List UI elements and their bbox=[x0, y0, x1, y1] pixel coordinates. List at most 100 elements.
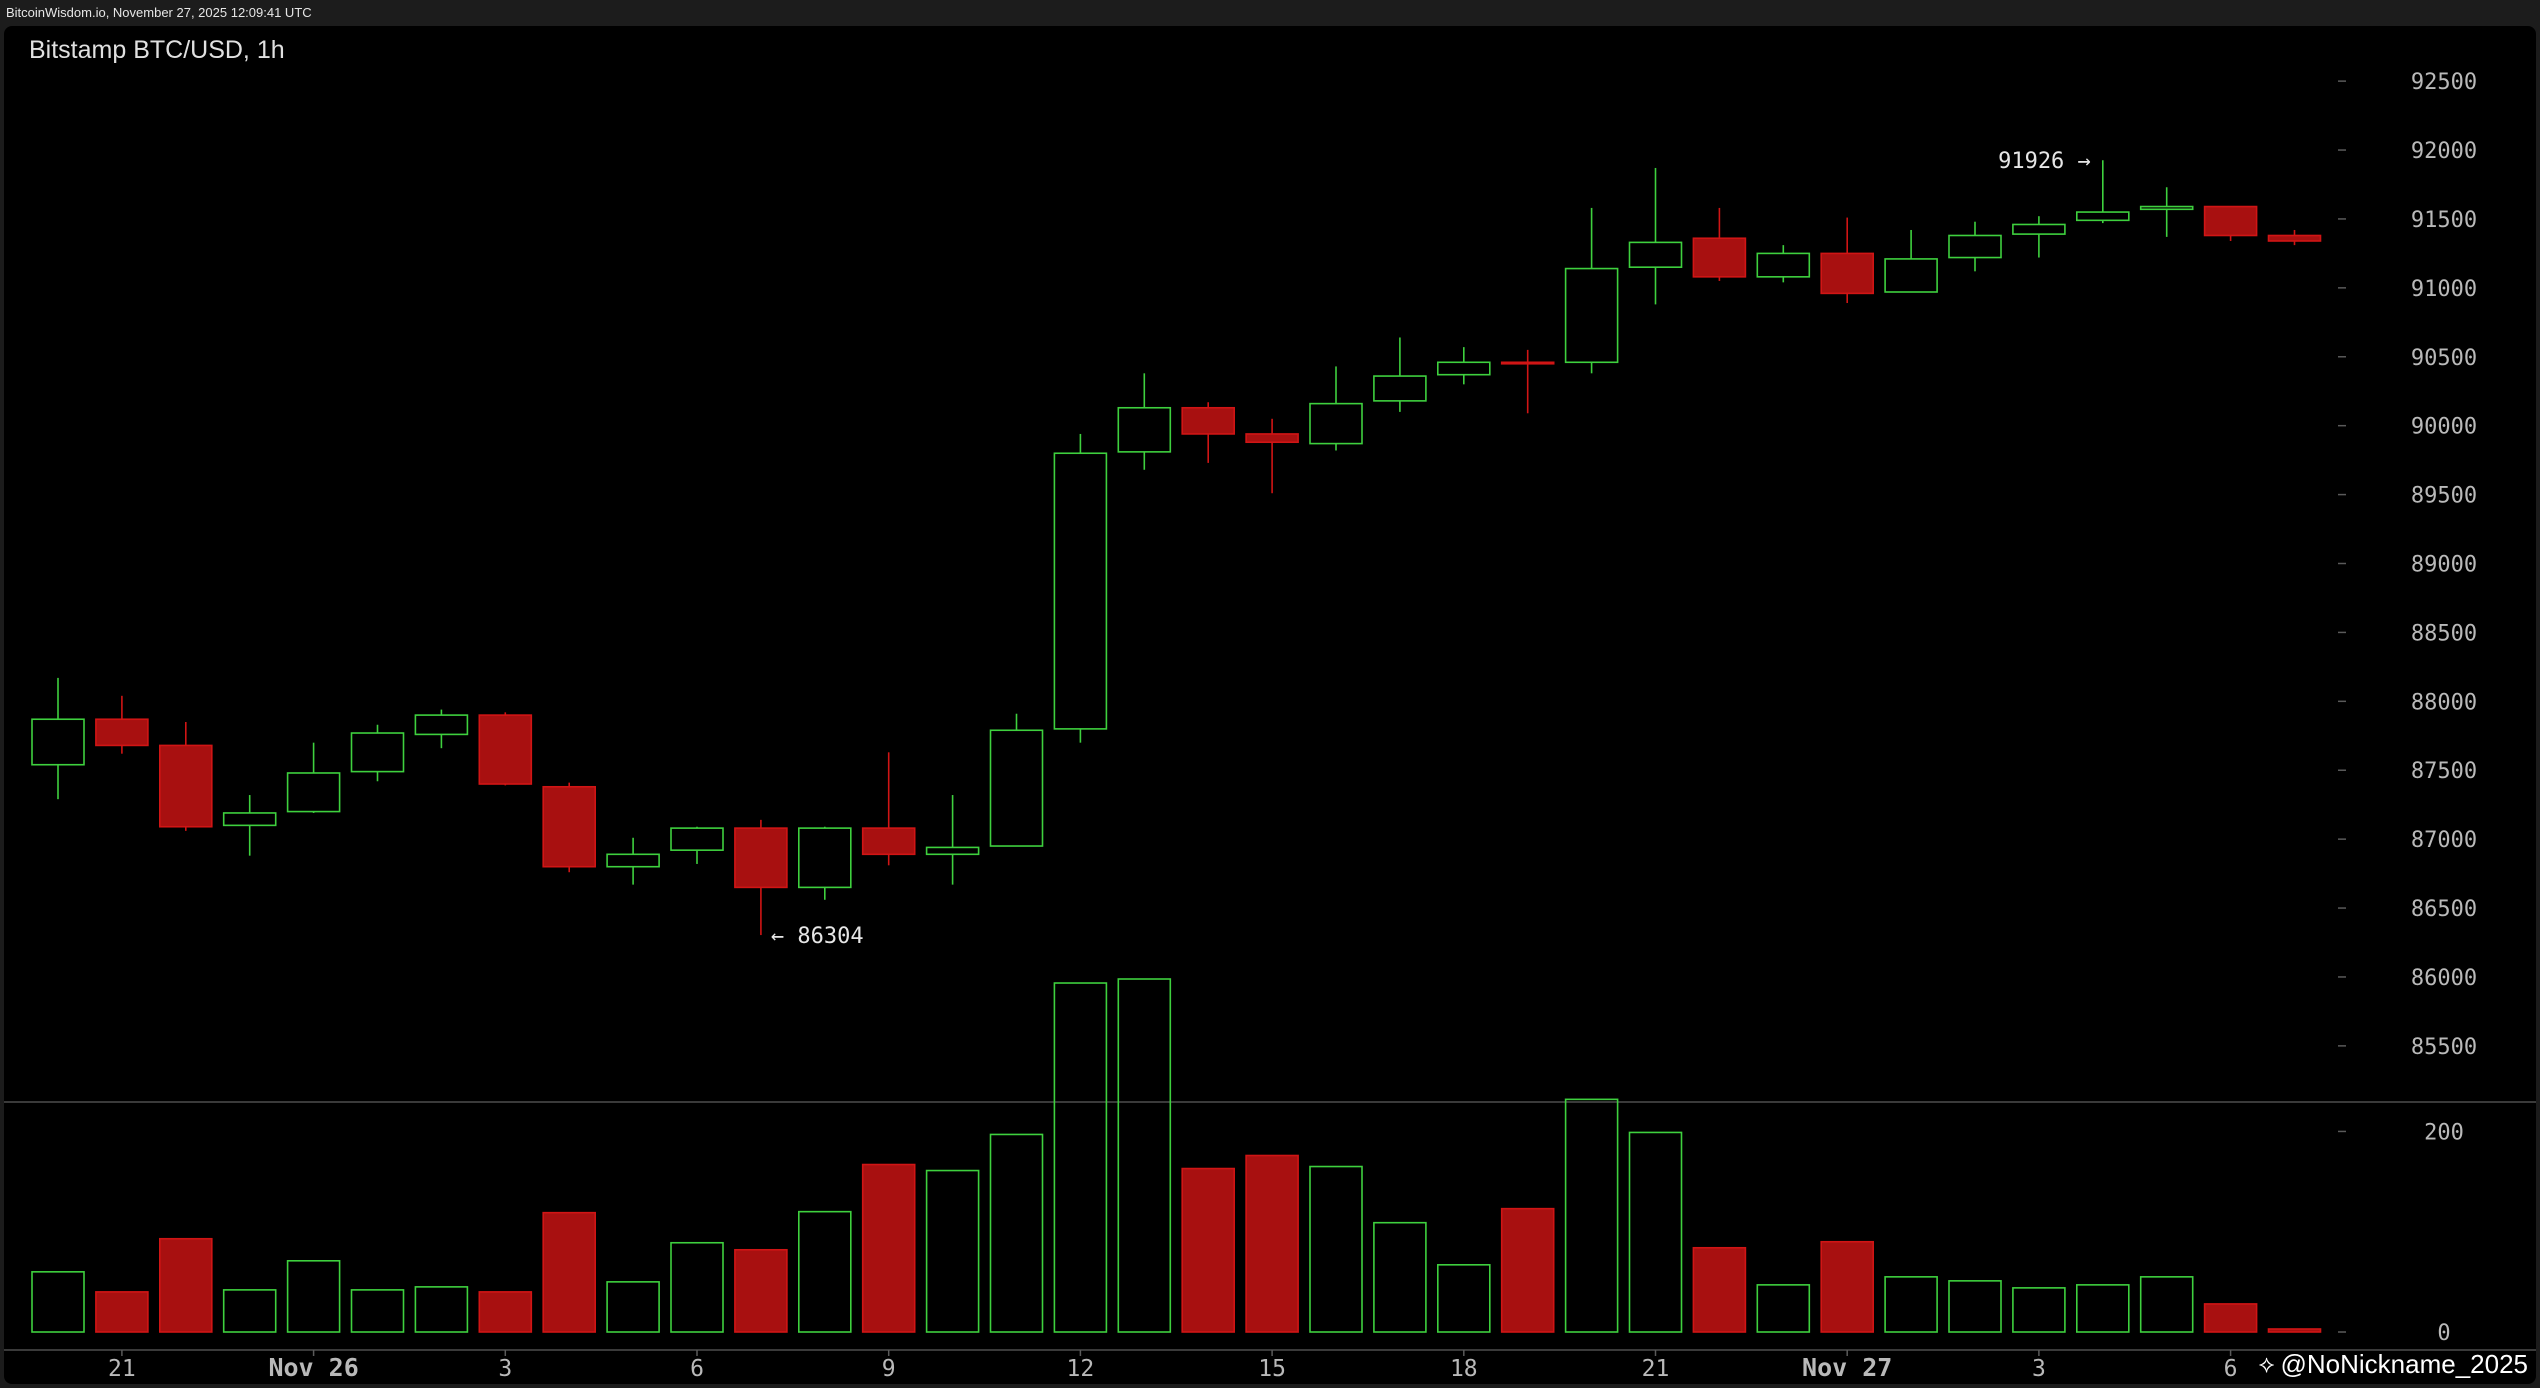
candle[interactable] bbox=[1948, 221, 2002, 272]
time-tick-label: 3 bbox=[498, 1356, 512, 1382]
volume-bar bbox=[1884, 1276, 1938, 1333]
candle[interactable] bbox=[606, 837, 660, 885]
time-tick-label: 21 bbox=[108, 1356, 136, 1382]
price-annotation: ← 86304 bbox=[771, 924, 864, 949]
candle-body bbox=[542, 785, 597, 868]
volume-bar bbox=[2076, 1284, 2130, 1333]
volume-bar bbox=[1117, 978, 1172, 1333]
candle[interactable] bbox=[1628, 167, 1683, 305]
time-axis: 21 Nov 26 3 6 9 12 15 18 21 Nov 27 3 6 bbox=[108, 1350, 2238, 1382]
volume-bar bbox=[1309, 1165, 1363, 1333]
volume-bar bbox=[1500, 1207, 1555, 1333]
volume-bar bbox=[670, 1241, 724, 1333]
candle[interactable] bbox=[31, 677, 85, 800]
candle-body bbox=[1373, 375, 1427, 402]
candle[interactable] bbox=[2267, 229, 2322, 246]
candle[interactable] bbox=[1373, 337, 1427, 412]
volume-bar bbox=[95, 1291, 149, 1333]
candle[interactable] bbox=[1437, 347, 1491, 385]
candle-body bbox=[2203, 205, 2258, 237]
binance-diamond-icon: ⟡ bbox=[2258, 1350, 2275, 1378]
candle[interactable] bbox=[1117, 373, 1172, 470]
watermark: ⟡ @NoNickname_2025 bbox=[2259, 1349, 2528, 1380]
candle[interactable] bbox=[222, 795, 277, 856]
price-tick-label: 88000 bbox=[2411, 690, 2477, 715]
candlestick-chart[interactable]: 85500 86000 86500 87000 87500 88000 88500 89000… bbox=[4, 26, 2536, 1384]
volume-axis: 0 200 bbox=[2338, 1120, 2464, 1346]
time-tick-label: 6 bbox=[690, 1356, 704, 1382]
volume-bar bbox=[542, 1211, 597, 1333]
candle[interactable] bbox=[95, 695, 149, 754]
candle[interactable] bbox=[797, 826, 852, 900]
candle-body bbox=[31, 718, 85, 766]
candle-body bbox=[286, 772, 341, 813]
candle[interactable] bbox=[925, 795, 980, 885]
volume-bar bbox=[734, 1248, 788, 1333]
candle[interactable] bbox=[1756, 245, 1811, 283]
candle[interactable] bbox=[1500, 349, 1555, 414]
volume-bar bbox=[2139, 1276, 2194, 1333]
volume-bar bbox=[1692, 1246, 1747, 1333]
candle-body bbox=[2267, 234, 2322, 242]
candle-body bbox=[1564, 267, 1619, 364]
candle[interactable] bbox=[1053, 433, 1108, 743]
source-header: BitcoinWisdom.io, November 27, 2025 12:0… bbox=[0, 0, 2540, 26]
candle[interactable] bbox=[861, 752, 916, 866]
volume-bar bbox=[925, 1169, 980, 1333]
candle[interactable] bbox=[2203, 205, 2258, 241]
time-tick-label: Nov 26 bbox=[268, 1353, 358, 1382]
candle[interactable] bbox=[414, 709, 469, 749]
volume-bar bbox=[1181, 1167, 1235, 1333]
volume-bar bbox=[286, 1260, 341, 1333]
candle[interactable] bbox=[1181, 402, 1235, 463]
price-tick-label: 88500 bbox=[2411, 621, 2477, 646]
candle-body bbox=[1500, 361, 1555, 365]
volume-bar bbox=[2012, 1287, 2066, 1333]
candle[interactable] bbox=[159, 721, 213, 831]
volume-bar bbox=[222, 1289, 277, 1333]
candle[interactable] bbox=[1245, 418, 1299, 494]
price-annotation: 91926 → bbox=[1998, 149, 2091, 174]
candle[interactable] bbox=[542, 782, 597, 873]
candle-body bbox=[222, 812, 277, 827]
volume-bar bbox=[350, 1289, 405, 1333]
volume-bar bbox=[2267, 1328, 2322, 1333]
candle[interactable] bbox=[1692, 207, 1747, 281]
candle[interactable] bbox=[734, 819, 788, 936]
candle[interactable] bbox=[2076, 160, 2130, 224]
candle[interactable] bbox=[478, 712, 533, 786]
volume-tick-label: 200 bbox=[2424, 1120, 2464, 1145]
candle[interactable] bbox=[989, 713, 1044, 847]
price-tick-label: 85500 bbox=[2411, 1035, 2477, 1060]
candle[interactable] bbox=[350, 724, 405, 782]
candle-body bbox=[1437, 361, 1491, 376]
candle-body bbox=[2076, 211, 2130, 222]
time-tick-label: 6 bbox=[2224, 1356, 2238, 1382]
candle[interactable] bbox=[2012, 216, 2066, 258]
candle-body bbox=[797, 827, 852, 889]
chart-frame: 85500 86000 86500 87000 87500 88000 88500 89000… bbox=[4, 26, 2536, 1384]
price-tick-label: 90000 bbox=[2411, 415, 2477, 440]
price-tick-label: 91500 bbox=[2411, 208, 2477, 233]
volume-bar bbox=[1948, 1280, 2002, 1333]
volume-bar bbox=[1756, 1284, 1811, 1333]
price-tick-label: 92000 bbox=[2411, 139, 2477, 164]
volume-bar bbox=[414, 1286, 469, 1333]
candle-body bbox=[1181, 406, 1235, 435]
candle[interactable] bbox=[1309, 366, 1363, 451]
volume-bars bbox=[31, 978, 2322, 1333]
candle-body bbox=[2139, 205, 2194, 211]
candle[interactable] bbox=[1564, 207, 1619, 374]
candle-body bbox=[1245, 433, 1299, 444]
candle-body bbox=[1309, 402, 1363, 445]
chart-title: Bitstamp BTC/USD, 1h bbox=[29, 36, 285, 64]
candle-body bbox=[95, 718, 149, 747]
candle[interactable] bbox=[286, 742, 341, 813]
candle[interactable] bbox=[1820, 217, 1874, 304]
volume-bar bbox=[1053, 982, 1108, 1333]
candle[interactable] bbox=[1884, 229, 1938, 293]
candle[interactable] bbox=[670, 826, 724, 864]
price-annotations: ← 86304 91926 → bbox=[771, 149, 2091, 949]
candle[interactable] bbox=[2139, 187, 2194, 237]
candle-body bbox=[670, 827, 724, 851]
